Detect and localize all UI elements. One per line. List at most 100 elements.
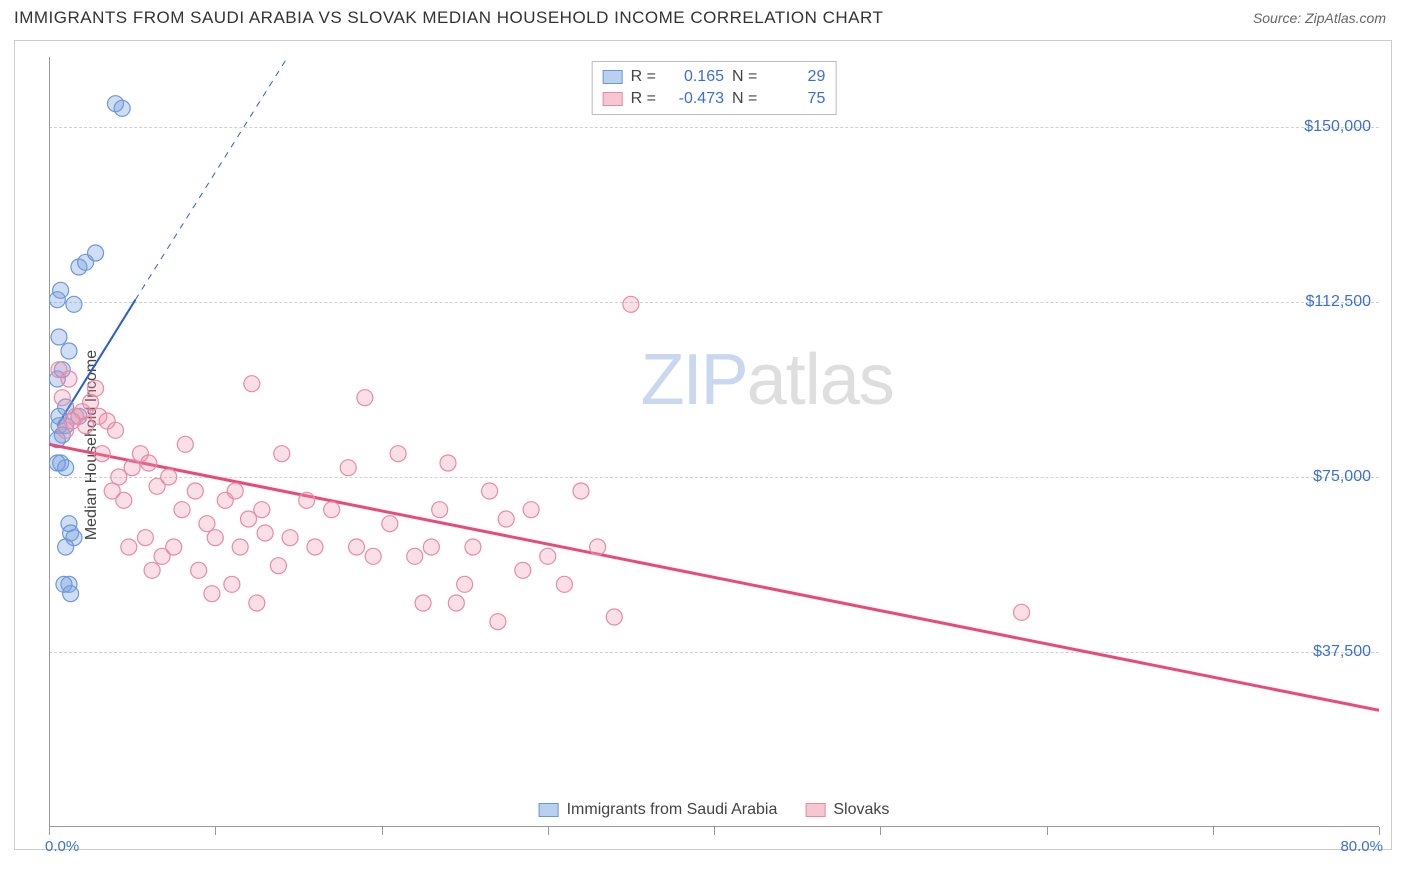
data-point [357, 390, 373, 406]
data-point [249, 595, 265, 611]
data-point [121, 539, 137, 555]
data-point [540, 548, 556, 564]
data-point [606, 609, 622, 625]
chart-header: IMMIGRANTS FROM SAUDI ARABIA VS SLOVAK M… [0, 0, 1406, 32]
data-point [349, 539, 365, 555]
data-point [53, 282, 69, 298]
data-point [465, 539, 481, 555]
data-point [244, 376, 260, 392]
legend-item-series2: Slovaks [805, 801, 889, 819]
data-point [224, 576, 240, 592]
data-point [207, 530, 223, 546]
data-point [282, 530, 298, 546]
data-point [232, 539, 248, 555]
data-point [573, 483, 589, 499]
x-max-label: 80.0% [1340, 838, 1383, 855]
data-point [254, 502, 270, 518]
data-point [390, 446, 406, 462]
x-tick-mark [49, 827, 50, 835]
swatch-series1-b [539, 803, 559, 817]
data-point [432, 502, 448, 518]
data-point [137, 530, 153, 546]
n-value-2: 75 [765, 90, 825, 108]
x-tick-mark [215, 827, 216, 835]
data-point [114, 100, 130, 116]
data-point [498, 511, 514, 527]
data-point [490, 614, 506, 630]
plot-svg [49, 57, 1379, 827]
r-value-2: -0.473 [664, 90, 724, 108]
data-point [94, 446, 110, 462]
data-point [51, 329, 67, 345]
data-point [556, 576, 572, 592]
data-point [415, 595, 431, 611]
x-min-label: 0.0% [45, 838, 79, 855]
data-point [382, 516, 398, 532]
legend-item-series1: Immigrants from Saudi Arabia [539, 801, 778, 819]
data-point [340, 460, 356, 476]
data-point [174, 502, 190, 518]
r-label-1: R = [631, 68, 656, 86]
data-point [515, 562, 531, 578]
legend-label-series2: Slovaks [833, 801, 889, 819]
data-point [141, 455, 157, 471]
n-value-1: 29 [765, 68, 825, 86]
data-point [61, 343, 77, 359]
trend-line [49, 444, 1379, 710]
chart-title: IMMIGRANTS FROM SAUDI ARABIA VS SLOVAK M… [14, 8, 883, 28]
data-point [116, 492, 132, 508]
data-point [64, 413, 80, 429]
trend-line-extrapolated [135, 57, 331, 300]
data-point [307, 539, 323, 555]
data-point [177, 436, 193, 452]
data-point [66, 296, 82, 312]
data-point [108, 422, 124, 438]
data-point [58, 539, 74, 555]
data-point [590, 539, 606, 555]
legend-series-box: Immigrants from Saudi Arabia Slovaks [533, 801, 896, 819]
data-point [187, 483, 203, 499]
data-point [49, 455, 65, 471]
data-point [457, 576, 473, 592]
data-point [61, 371, 77, 387]
chart-container: Median Household Income ZIPatlas R = 0.1… [14, 40, 1392, 850]
data-point [88, 380, 104, 396]
data-point [407, 548, 423, 564]
data-point [88, 245, 104, 261]
data-point [124, 460, 140, 476]
n-label-1: N = [732, 68, 757, 86]
swatch-series2-b [805, 803, 825, 817]
legend-label-series1: Immigrants from Saudi Arabia [567, 801, 778, 819]
source-label: Source: ZipAtlas.com [1253, 10, 1386, 26]
data-point [365, 548, 381, 564]
legend-row-series2: R = -0.473 N = 75 [603, 88, 826, 110]
data-point [204, 586, 220, 602]
data-point [199, 516, 215, 532]
x-tick-mark [1379, 827, 1380, 835]
x-tick-mark [1213, 827, 1214, 835]
n-label-2: N = [732, 90, 757, 108]
x-tick-mark [548, 827, 549, 835]
data-point [227, 483, 243, 499]
data-point [63, 586, 79, 602]
data-point [448, 595, 464, 611]
data-point [440, 455, 456, 471]
legend-row-series1: R = 0.165 N = 29 [603, 66, 826, 88]
swatch-series2 [603, 92, 623, 106]
data-point [270, 558, 286, 574]
data-point [191, 562, 207, 578]
data-point [144, 562, 160, 578]
data-point [274, 446, 290, 462]
data-point [166, 539, 182, 555]
data-point [257, 525, 273, 541]
data-point [54, 390, 70, 406]
swatch-series1 [603, 70, 623, 84]
plot-area: ZIPatlas R = 0.165 N = 29 R = -0.473 N =… [49, 57, 1379, 827]
data-point [482, 483, 498, 499]
x-tick-mark [714, 827, 715, 835]
x-tick-mark [880, 827, 881, 835]
x-tick-mark [382, 827, 383, 835]
data-point [299, 492, 315, 508]
data-point [324, 502, 340, 518]
data-point [523, 502, 539, 518]
